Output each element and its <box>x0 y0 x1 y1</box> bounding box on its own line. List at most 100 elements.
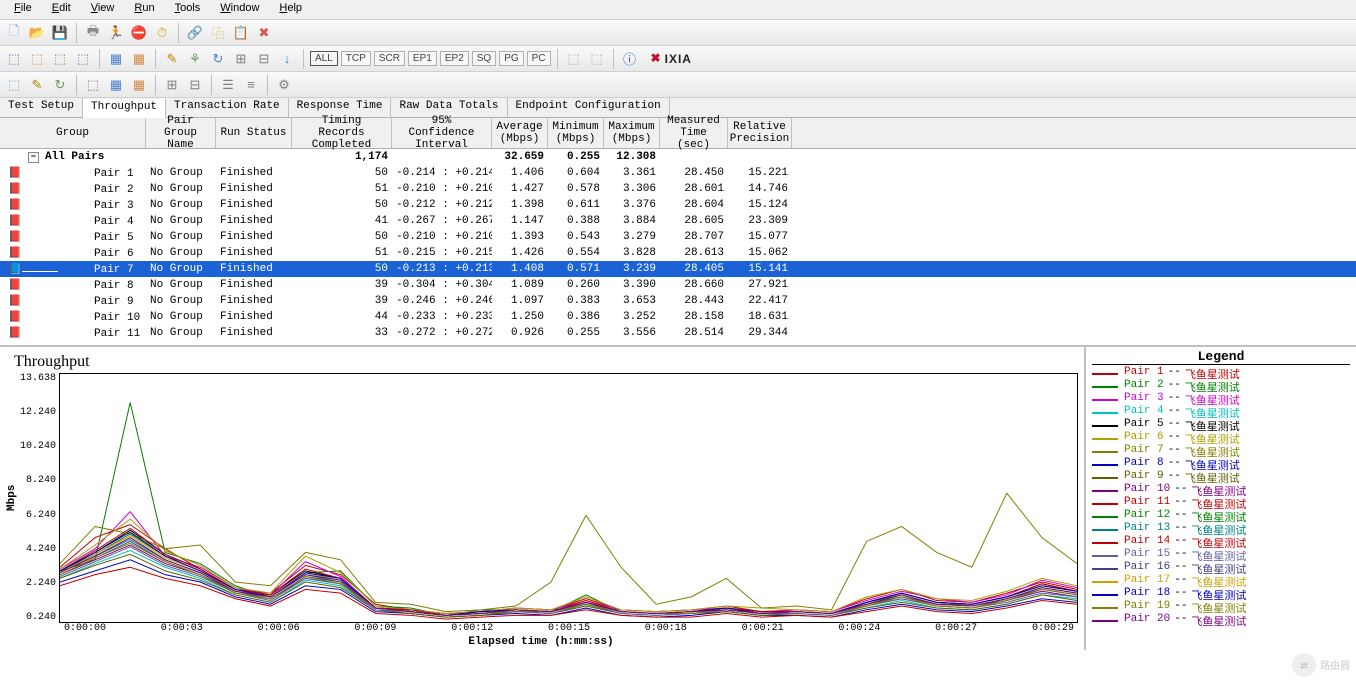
cell: No Group <box>146 311 216 323</box>
cell: Pair 8 <box>0 278 146 292</box>
icon-f[interactable]: ▦ <box>129 49 149 69</box>
col-header[interactable]: Pair Group Name <box>146 118 216 148</box>
separator <box>613 49 614 69</box>
icon-p3[interactable]: ↻ <box>50 75 70 95</box>
link-icon[interactable]: 🔗 <box>185 23 205 43</box>
menu-help[interactable]: Help <box>269 0 312 19</box>
cell: No Group <box>146 167 216 179</box>
new-icon[interactable]: 🗋 <box>4 23 24 43</box>
table-row[interactable]: Pair 5No GroupFinished50-0.210 : +0.2101… <box>0 229 1356 245</box>
table-row[interactable]: Pair 6No GroupFinished51-0.215 : +0.2151… <box>0 245 1356 261</box>
icon-p5[interactable]: ▦ <box>106 75 126 95</box>
cell: 1.426 <box>492 247 548 259</box>
col-header[interactable]: Maximum (Mbps) <box>604 118 660 148</box>
stop-icon[interactable]: ⛔ <box>129 23 149 43</box>
plot[interactable] <box>59 373 1078 623</box>
col-header[interactable]: Timing Records Completed <box>292 118 392 148</box>
save-icon[interactable]: 💾 <box>50 23 70 43</box>
filter-pc[interactable]: PC <box>527 51 551 66</box>
table-row[interactable]: Pair 4No GroupFinished41-0.267 : +0.2671… <box>0 213 1356 229</box>
icon-h[interactable]: ⚘ <box>185 49 205 69</box>
icon-p10[interactable]: ≡ <box>241 75 261 95</box>
icon-p2[interactable]: ✎ <box>27 75 47 95</box>
icon-a[interactable]: ⬚ <box>4 49 24 69</box>
col-header[interactable]: Relative Precision <box>728 118 792 148</box>
brand-logo: ✖IXIA <box>651 51 692 66</box>
pair-icon <box>8 166 22 178</box>
filter-all[interactable]: ALL <box>310 51 338 66</box>
table-row[interactable]: Pair 3No GroupFinished50-0.212 : +0.2121… <box>0 197 1356 213</box>
info-icon[interactable]: ⓘ <box>620 49 640 69</box>
collapse-icon[interactable]: − <box>28 152 39 163</box>
col-header[interactable]: Group <box>0 118 146 148</box>
cell: Finished <box>216 263 292 275</box>
menu-window[interactable]: Window <box>210 0 269 19</box>
separator <box>267 75 268 95</box>
table-row[interactable]: Pair 1No GroupFinished50-0.214 : +0.2141… <box>0 165 1356 181</box>
run-icon[interactable]: 🏃 <box>106 23 126 43</box>
paste-icon[interactable]: 📋 <box>231 23 251 43</box>
tab-test-setup[interactable]: Test Setup <box>0 98 83 117</box>
icon-k[interactable]: ⊟ <box>254 49 274 69</box>
col-header[interactable]: Measured Time (sec) <box>660 118 728 148</box>
table-row[interactable]: Pair 7No GroupFinished50-0.213 : +0.2131… <box>0 261 1356 277</box>
table-row[interactable]: Pair 8No GroupFinished39-0.304 : +0.3041… <box>0 277 1356 293</box>
filter-tcp[interactable]: TCP <box>341 51 371 66</box>
cell: 0.611 <box>548 199 604 211</box>
cell: 28.605 <box>660 215 728 227</box>
icon-d[interactable]: ⬚ <box>73 49 93 69</box>
open-icon[interactable]: 📂 <box>27 23 47 43</box>
icon-p9[interactable]: ☰ <box>218 75 238 95</box>
col-header[interactable]: Average (Mbps) <box>492 118 548 148</box>
icon-p6[interactable]: ▦ <box>129 75 149 95</box>
cell: 0.604 <box>548 167 604 179</box>
icon-g[interactable]: ✎ <box>162 49 182 69</box>
filter-pg[interactable]: PG <box>499 51 523 66</box>
table-row[interactable]: Pair 11No GroupFinished33-0.272 : +0.272… <box>0 325 1356 341</box>
summary-row[interactable]: −All Pairs1,17432.6590.25512.308 <box>0 149 1356 165</box>
icon-l[interactable]: ↓ <box>277 49 297 69</box>
cell: 29.344 <box>728 327 792 339</box>
icon-p1[interactable]: ⬚ <box>4 75 24 95</box>
filter-scr[interactable]: SCR <box>374 51 405 66</box>
icon-p4[interactable]: ⬚ <box>83 75 103 95</box>
delete-icon[interactable]: ✖ <box>254 23 274 43</box>
icon-p7[interactable]: ⊞ <box>162 75 182 95</box>
icon-p11[interactable]: ⚙ <box>274 75 294 95</box>
toolbar-1: 🗋📂💾 🖶🏃⛔⏱ 🔗⿻📋✖ <box>0 20 1356 46</box>
legend-item[interactable]: Pair 20--飞鱼星测试 <box>1092 614 1350 627</box>
cell: 14.746 <box>728 183 792 195</box>
filter-ep2[interactable]: EP2 <box>440 51 469 66</box>
cell: 3.306 <box>604 183 660 195</box>
table-row[interactable]: Pair 10No GroupFinished44-0.233 : +0.233… <box>0 309 1356 325</box>
icon-i[interactable]: ↻ <box>208 49 228 69</box>
cell: 3.279 <box>604 231 660 243</box>
cell: 51 <box>292 183 392 195</box>
icon-j[interactable]: ⊞ <box>231 49 251 69</box>
print-icon[interactable]: 🖶 <box>83 23 103 43</box>
icon-c[interactable]: ⬚ <box>50 49 70 69</box>
tab-throughput[interactable]: Throughput <box>83 99 166 118</box>
icon-e[interactable]: ▦ <box>106 49 126 69</box>
icon-p8[interactable]: ⊟ <box>185 75 205 95</box>
icon-m[interactable]: ⬚ <box>564 49 584 69</box>
tab-endpoint-configuration[interactable]: Endpoint Configuration <box>508 98 670 117</box>
icon-b[interactable]: ⬚ <box>27 49 47 69</box>
time-icon[interactable]: ⏱ <box>152 23 172 43</box>
menu-edit[interactable]: Edit <box>42 0 81 19</box>
icon-n[interactable]: ⬚ <box>587 49 607 69</box>
col-header[interactable]: Run Status <box>216 118 292 148</box>
table-row[interactable]: Pair 9No GroupFinished39-0.246 : +0.2461… <box>0 293 1356 309</box>
filter-ep1[interactable]: EP1 <box>408 51 437 66</box>
copy-icon[interactable]: ⿻ <box>208 23 228 43</box>
grid-body: −All Pairs1,17432.6590.25512.308Pair 1No… <box>0 149 1356 341</box>
table-row[interactable]: Pair 2No GroupFinished51-0.210 : +0.2101… <box>0 181 1356 197</box>
menu-file[interactable]: File <box>4 0 42 19</box>
col-header[interactable]: Minimum (Mbps) <box>548 118 604 148</box>
cell: 28.450 <box>660 167 728 179</box>
menu-view[interactable]: View <box>81 0 125 19</box>
menu-run[interactable]: Run <box>124 0 164 19</box>
col-header[interactable]: 95% Confidence Interval <box>392 118 492 148</box>
menu-tools[interactable]: Tools <box>165 0 211 19</box>
filter-sq[interactable]: SQ <box>472 51 496 66</box>
